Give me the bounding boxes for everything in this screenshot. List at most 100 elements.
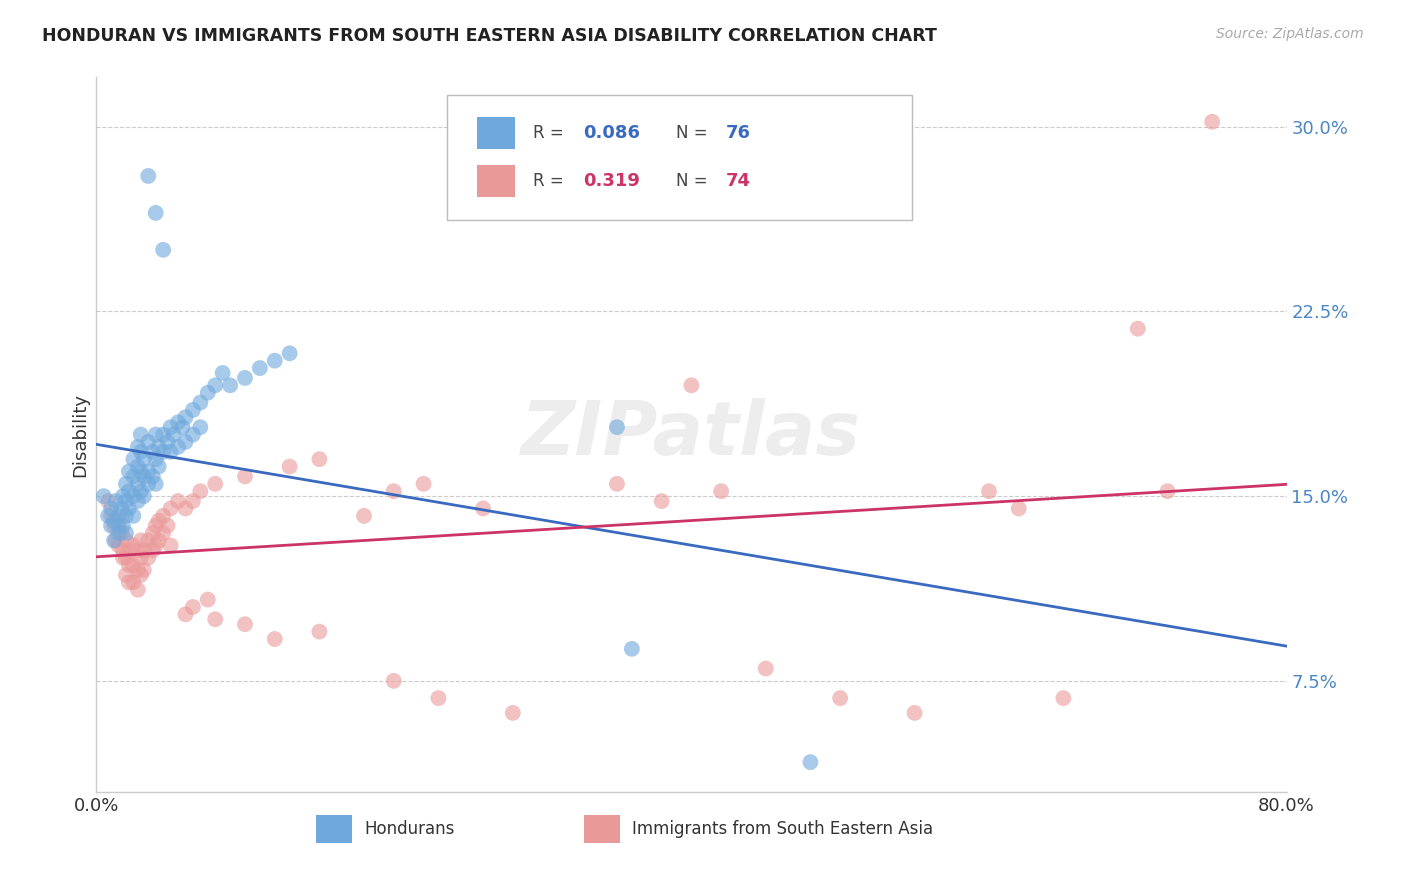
Point <box>382 673 405 688</box>
Point <box>122 452 145 467</box>
Point <box>159 445 181 459</box>
Point <box>129 533 152 548</box>
FancyBboxPatch shape <box>585 814 620 843</box>
Point <box>115 476 138 491</box>
Point <box>710 484 733 499</box>
Text: Immigrants from South Eastern Asia: Immigrants from South Eastern Asia <box>631 820 934 838</box>
Point <box>148 459 170 474</box>
Point <box>129 484 152 499</box>
Point <box>118 484 141 499</box>
Point <box>127 563 149 577</box>
Point <box>111 518 134 533</box>
Text: N =: N = <box>676 172 713 190</box>
Point <box>132 469 155 483</box>
Point <box>1201 115 1223 129</box>
Point <box>129 465 152 479</box>
Point <box>129 445 152 459</box>
Point <box>903 706 925 720</box>
Point <box>115 494 138 508</box>
Point <box>132 543 155 558</box>
Point <box>122 538 145 552</box>
Point <box>755 661 778 675</box>
Point <box>136 476 159 491</box>
Point <box>127 440 149 454</box>
Point <box>104 494 127 508</box>
Point <box>181 599 204 614</box>
Point <box>162 427 184 442</box>
Point <box>472 501 495 516</box>
Point <box>115 526 138 541</box>
Point <box>127 582 149 597</box>
Point <box>127 459 149 474</box>
Point <box>174 607 197 622</box>
Point <box>127 476 149 491</box>
Point <box>107 514 129 528</box>
Point <box>174 501 197 516</box>
Point <box>132 489 155 503</box>
Point <box>606 420 628 434</box>
Point <box>159 420 181 434</box>
Point <box>122 508 145 523</box>
Y-axis label: Disability: Disability <box>72 392 89 476</box>
Point <box>156 518 179 533</box>
Point <box>103 514 125 528</box>
Text: 74: 74 <box>725 172 751 190</box>
Point <box>145 538 167 552</box>
Point <box>1126 321 1149 335</box>
Point <box>172 420 194 434</box>
FancyBboxPatch shape <box>477 117 515 149</box>
Point <box>977 484 1000 499</box>
Point <box>115 533 138 548</box>
Point <box>136 169 159 183</box>
Point <box>308 452 330 467</box>
Point <box>93 489 115 503</box>
Text: R =: R = <box>533 172 569 190</box>
Point <box>145 427 167 442</box>
Point <box>145 452 167 467</box>
Text: 0.086: 0.086 <box>583 124 640 142</box>
Point <box>159 501 181 516</box>
Point <box>620 641 643 656</box>
Point <box>233 469 256 483</box>
Point <box>104 533 127 548</box>
Point <box>107 538 129 552</box>
Point <box>263 632 285 646</box>
Point <box>167 415 190 429</box>
Point <box>606 476 628 491</box>
Point <box>502 706 524 720</box>
Point <box>799 755 821 769</box>
FancyBboxPatch shape <box>447 95 911 220</box>
Point <box>412 476 434 491</box>
Point <box>97 508 120 523</box>
Point <box>136 434 159 449</box>
Point <box>145 206 167 220</box>
Point <box>1008 501 1031 516</box>
Point <box>111 550 134 565</box>
Point <box>174 410 197 425</box>
Point <box>118 465 141 479</box>
Point <box>188 484 211 499</box>
Point <box>249 361 271 376</box>
Point <box>110 501 132 516</box>
Point <box>188 420 211 434</box>
Point <box>204 476 226 491</box>
Point <box>382 484 405 499</box>
Point <box>103 533 125 548</box>
Point <box>127 543 149 558</box>
Point <box>148 514 170 528</box>
Point <box>263 353 285 368</box>
FancyBboxPatch shape <box>477 165 515 197</box>
Point <box>188 395 211 409</box>
Point <box>122 575 145 590</box>
Point <box>197 385 219 400</box>
Point <box>127 494 149 508</box>
Text: N =: N = <box>676 124 713 142</box>
Point <box>152 427 174 442</box>
Point <box>142 526 165 541</box>
Point <box>136 550 159 565</box>
Text: Hondurans: Hondurans <box>364 820 454 838</box>
Point <box>278 346 301 360</box>
Point <box>152 243 174 257</box>
Text: 0.319: 0.319 <box>583 172 640 190</box>
Point <box>118 543 141 558</box>
